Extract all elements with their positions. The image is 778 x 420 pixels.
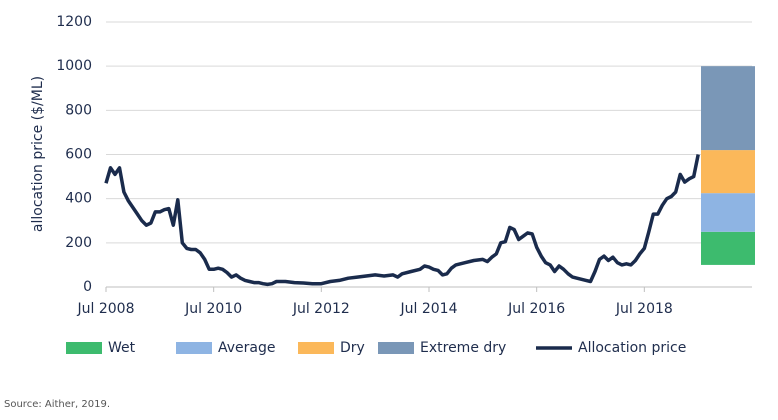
range-bar — [701, 193, 755, 232]
legend-label: Allocation price — [578, 340, 686, 356]
legend-swatch — [298, 342, 334, 354]
y-tick-label: 1200 — [56, 14, 92, 30]
y-tick-label: 800 — [65, 102, 92, 118]
y-tick-label: 600 — [65, 147, 92, 163]
y-tick-label: 400 — [65, 191, 92, 207]
x-tick-label: Jul 2016 — [507, 301, 565, 317]
y-tick-label: 1000 — [56, 58, 92, 74]
x-tick-label: Jul 2010 — [184, 301, 242, 317]
legend-label: Average — [218, 340, 276, 356]
y-axis-label: allocation price ($/ML) — [30, 76, 46, 232]
legend-label: Dry — [340, 340, 365, 356]
range-bar — [701, 150, 755, 194]
x-tick-label: Jul 2014 — [400, 301, 458, 317]
source: Source: Aither, 2019. — [4, 399, 110, 410]
legend-label: Wet — [108, 340, 136, 356]
x-tick-label: Jul 2012 — [292, 301, 350, 317]
range-bar — [701, 66, 755, 151]
x-tick-label: Jul 2008 — [77, 301, 135, 317]
range-bar — [701, 231, 755, 265]
legend-swatch — [66, 342, 102, 354]
y-tick-label: 200 — [65, 235, 92, 251]
x-tick-label: Jul 2018 — [615, 301, 673, 317]
legend-swatch — [378, 342, 414, 354]
y-tick-label: 0 — [83, 279, 92, 295]
legend-swatch — [176, 342, 212, 354]
legend-label: Extreme dry — [420, 340, 506, 356]
price-line — [104, 154, 700, 287]
